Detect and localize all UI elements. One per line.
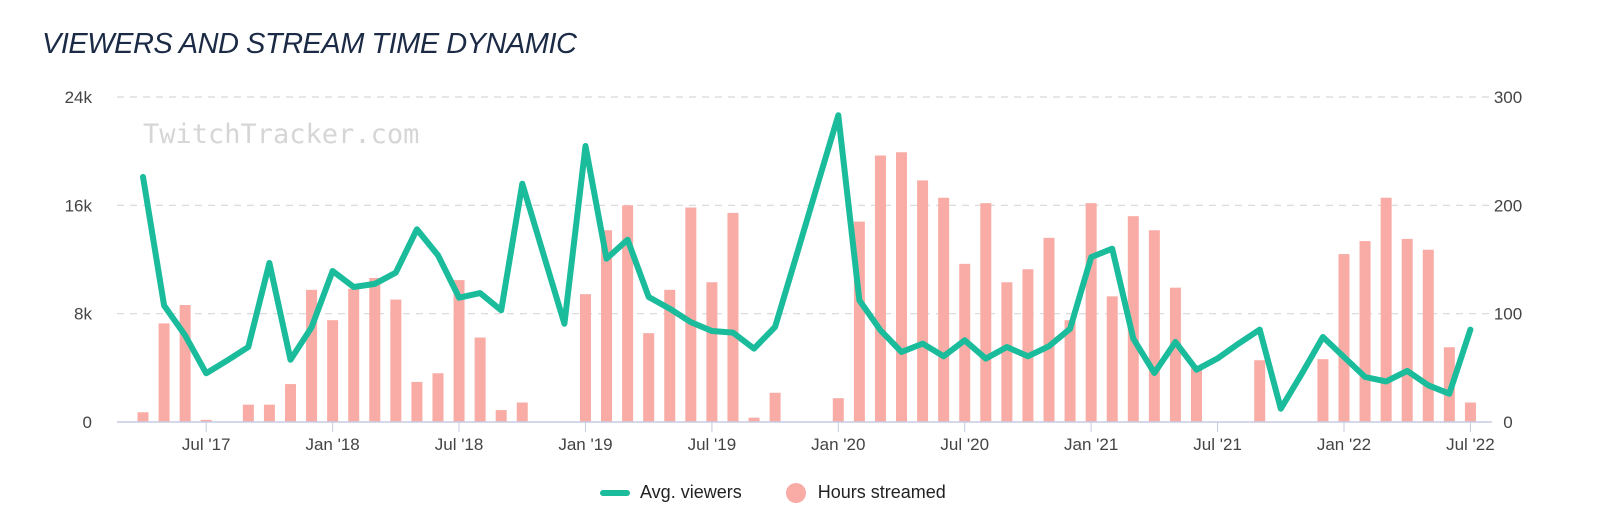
y-left-tick-label: 8k [74, 305, 92, 324]
bar-hours-streamed [495, 410, 507, 422]
bar-hours-streamed [1359, 241, 1371, 422]
bar-hours-streamed [1464, 402, 1476, 422]
bar-hours-streamed [1127, 216, 1139, 422]
bar-hours-streamed [727, 212, 739, 422]
x-tick-label: Jul '18 [435, 435, 484, 454]
bar-hours-streamed [664, 289, 676, 422]
legend-line-swatch[interactable] [600, 489, 630, 496]
bar-hours-streamed [1380, 197, 1392, 422]
bar-hours-streamed [453, 280, 465, 422]
bar-hours-streamed [179, 305, 191, 422]
bar-hours-streamed [1043, 237, 1055, 422]
bar-hours-streamed [263, 404, 275, 422]
bar-hours-streamed [200, 419, 212, 422]
y-right-tick-label: 100 [1494, 305, 1522, 324]
bar-hours-streamed [1106, 296, 1118, 422]
y-left-tick-label: 0 [83, 413, 92, 432]
bar-hours-streamed [1022, 269, 1034, 422]
bar-hours-streamed [1422, 249, 1434, 422]
bar-hours-streamed [1001, 282, 1013, 422]
bar-hours-streamed [748, 417, 760, 422]
bar-hours-streamed [896, 152, 908, 422]
bar-hours-streamed [622, 205, 634, 422]
bar-hours-streamed [1085, 203, 1097, 422]
bar-hours-streamed [306, 289, 318, 422]
y-right-tick-label: 200 [1494, 196, 1522, 215]
x-tick-label: Jan '22 [1317, 435, 1371, 454]
legend-label-avg-viewers[interactable]: Avg. viewers [640, 482, 742, 502]
x-tick-label: Jul '22 [1446, 435, 1495, 454]
bar-hours-streamed [938, 197, 950, 422]
x-tick-label: Jan '19 [558, 435, 612, 454]
bar-hours-streamed [832, 398, 844, 422]
bar-hours-streamed [474, 337, 486, 422]
bar-hours-streamed [1191, 365, 1202, 422]
x-tick-label: Jul '20 [940, 435, 989, 454]
bar-hours-streamed [685, 207, 697, 422]
bar-hours-streamed [579, 294, 591, 422]
bar-hours-streamed [411, 381, 423, 422]
bar-hours-streamed [1254, 360, 1266, 422]
bar-hours-streamed [1148, 230, 1160, 422]
bar-hours-streamed [1338, 254, 1350, 422]
bar-hours-streamed [917, 180, 929, 422]
bar-hours-streamed [242, 404, 254, 422]
bar-hours-streamed [432, 373, 444, 422]
x-tick-label: Jan '18 [305, 435, 359, 454]
y-right-tick-label: 0 [1503, 413, 1512, 432]
bar-hours-streamed [601, 230, 613, 422]
bar-hours-streamed [643, 333, 655, 422]
y-left-tick-label: 24k [65, 88, 93, 107]
watermark: TwitchTracker.com [143, 119, 419, 150]
bar-hours-streamed [284, 384, 296, 422]
legend: Avg. viewers Hours streamed [600, 482, 946, 503]
bar-hours-streamed [137, 412, 149, 422]
bar-hours-streamed [980, 203, 992, 422]
bar-hours-streamed [1064, 320, 1076, 422]
bar-hours-streamed [1317, 359, 1329, 422]
bar-hours-streamed [706, 282, 718, 422]
bar-hours-streamed [1401, 238, 1413, 422]
bar-hours-streamed [369, 277, 381, 422]
bar-hours-streamed [874, 155, 886, 422]
bar-hours-streamed [853, 221, 865, 422]
chart-title: VIEWERS AND STREAM TIME DYNAMIC [42, 28, 577, 60]
bar-hours-streamed [769, 392, 781, 422]
bar-hours-streamed [348, 288, 360, 422]
y-left-tick-label: 16k [65, 196, 93, 215]
x-tick-label: Jan '20 [811, 435, 865, 454]
x-tick-label: Jul '21 [1193, 435, 1242, 454]
legend-label-hours-streamed[interactable]: Hours streamed [817, 482, 946, 502]
x-tick-label: Jul '19 [688, 435, 737, 454]
bar-hours-streamed [516, 402, 528, 422]
bar-hours-streamed [1169, 287, 1181, 422]
x-tick-label: Jan '21 [1064, 435, 1118, 454]
bar-hours-streamed [390, 299, 402, 422]
bar-hours-streamed [158, 323, 170, 422]
legend-dot-swatch[interactable] [785, 482, 806, 503]
line-avg-viewers [140, 112, 1474, 412]
y-right-tick-label: 300 [1494, 88, 1522, 107]
bar-hours-streamed [327, 320, 339, 422]
x-tick-label: Jul '17 [182, 435, 231, 454]
